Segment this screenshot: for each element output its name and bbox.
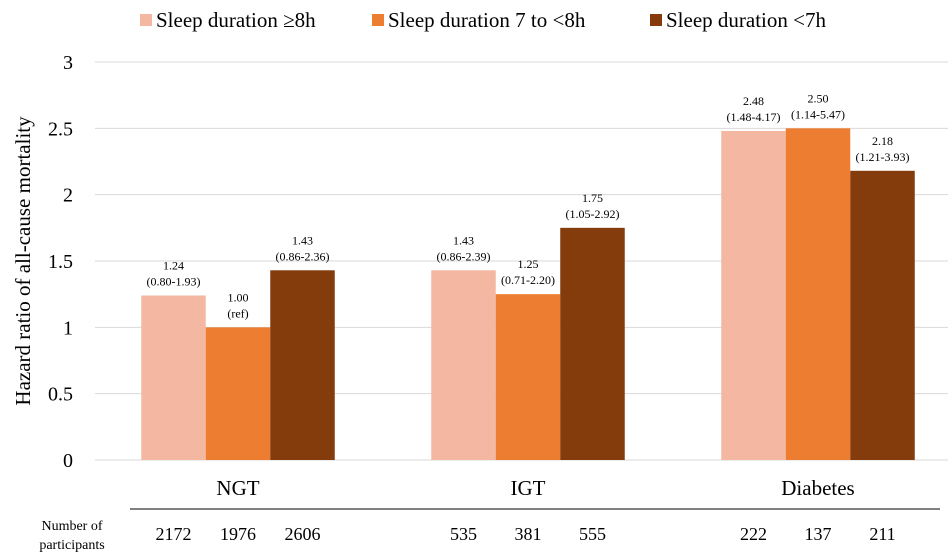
data-label-value: 1.00 [228, 290, 249, 304]
y-tick-label: 1 [63, 317, 73, 339]
legend-label: Sleep duration <7h [666, 8, 826, 32]
bar [270, 270, 335, 460]
y-tick-label: 0.5 [48, 384, 73, 406]
y-tick-label: 2.5 [48, 118, 73, 140]
participants-count: 1976 [220, 524, 256, 544]
bar [141, 295, 206, 460]
data-label-ci: (1.05-2.92) [566, 207, 620, 221]
legend-swatch [372, 14, 384, 26]
bar [495, 294, 561, 460]
x-category-label: NGT [216, 476, 259, 500]
data-label-ci: (0.71-2.20) [501, 273, 555, 287]
data-label-ci: (1.21-3.93) [856, 150, 910, 164]
legend-swatch [140, 14, 152, 26]
bar [785, 128, 851, 461]
participants-label-line2: participants [39, 538, 104, 553]
data-label-value: 1.43 [453, 233, 474, 247]
x-axis-categories: NGT IGT Diabetes [216, 476, 854, 500]
participants-count: 381 [515, 524, 542, 544]
legend-swatch [650, 14, 662, 26]
participants-count: 137 [805, 524, 832, 544]
x-category-label: Diabetes [781, 476, 854, 500]
data-label-value: 1.43 [292, 233, 313, 247]
y-tick-label: 1.5 [48, 251, 73, 273]
data-label-ci: (1.48-4.17) [727, 110, 781, 124]
bar [850, 170, 915, 460]
data-label-value: 2.50 [808, 91, 829, 105]
bar [560, 227, 625, 460]
data-label-ci: (0.80-1.93) [147, 274, 201, 288]
participants-count: 2172 [156, 524, 192, 544]
participants-row: Number of participants 2172 535 222 1976 381 13… [39, 519, 895, 553]
bars [141, 128, 915, 461]
participants-count: 535 [450, 524, 477, 544]
y-axis-label: Hazard ratio of all-cause mortality [11, 116, 35, 406]
x-category-label: IGT [511, 476, 546, 500]
y-axis-ticks: 0 0.5 1 1.5 2 2.5 3 [48, 52, 73, 472]
data-label-ci: (ref) [227, 306, 248, 320]
participants-count: 211 [869, 524, 895, 544]
legend: Sleep duration ≥8h Sleep duration 7 to <8… [140, 8, 826, 32]
data-label-value: 2.48 [743, 94, 764, 108]
bar [431, 270, 496, 460]
data-labels: 1.24 (0.80-1.93) 1.43 (0.86-2.39) 2.48 (1.48-… [147, 91, 910, 320]
y-tick-label: 0 [63, 450, 73, 472]
data-label-value: 2.18 [872, 134, 893, 148]
bar [721, 130, 786, 460]
participants-label-line1: Number of [41, 519, 102, 534]
participants-count: 2606 [285, 524, 321, 544]
data-label-ci: (1.14-5.47) [791, 107, 845, 121]
y-tick-label: 2 [63, 185, 73, 207]
data-label-ci: (0.86-2.36) [276, 249, 330, 263]
data-label-value: 1.25 [518, 257, 539, 271]
participants-count: 555 [579, 524, 606, 544]
data-label-value: 1.75 [582, 191, 603, 205]
y-tick-label: 3 [63, 52, 73, 74]
legend-label: Sleep duration 7 to <8h [388, 8, 586, 32]
data-label-ci: (0.86-2.39) [437, 249, 491, 263]
legend-label: Sleep duration ≥8h [156, 8, 316, 32]
bar [205, 327, 271, 460]
participants-count: 222 [740, 524, 767, 544]
data-label-value: 1.24 [163, 258, 184, 272]
